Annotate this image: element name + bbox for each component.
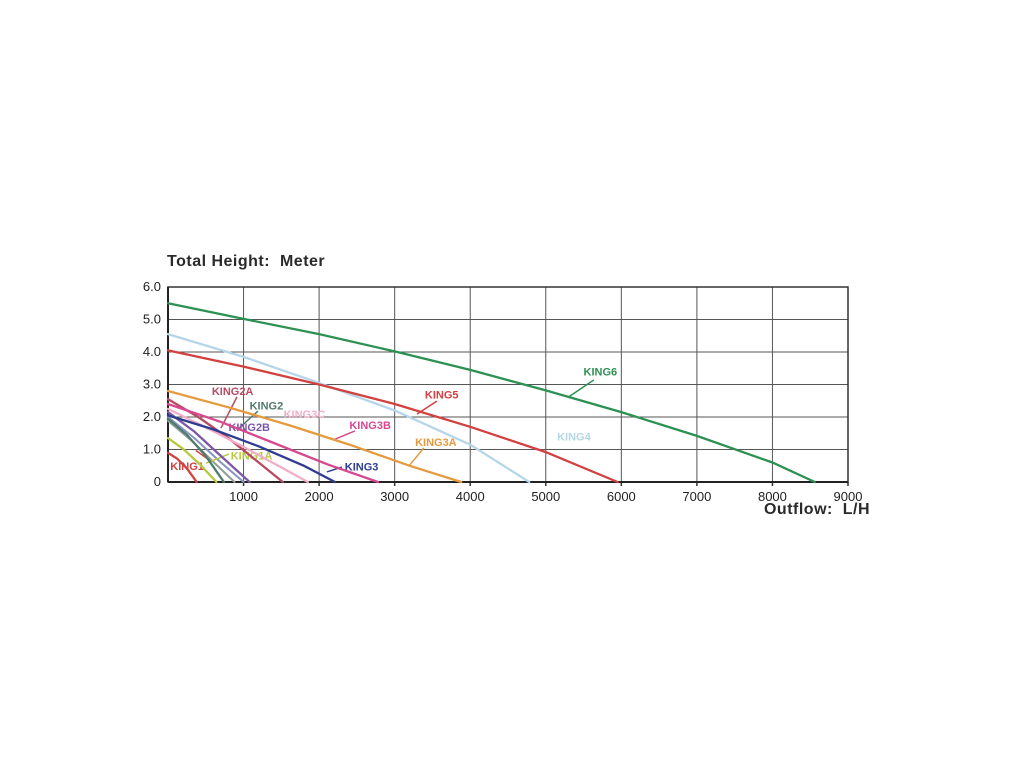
curve-king4 (166, 332, 531, 484)
curve-king5 (166, 349, 619, 484)
x-tick-label: 3000 (380, 489, 409, 504)
series-label-king4: KING4 (557, 432, 592, 444)
series-label-king2a: KING2A (212, 386, 254, 398)
series-label-king3c: KING3C (284, 409, 326, 421)
x-tick-label: 7000 (682, 489, 711, 504)
series-label-king3: KING3 (345, 461, 379, 473)
curve-king1a (166, 436, 218, 484)
curve-king1 (166, 451, 198, 484)
x-tick-label: 5000 (531, 489, 560, 504)
x-tick-label: 8000 (758, 489, 787, 504)
y-tick-label: 5.0 (143, 312, 161, 327)
y-tick-label: 4.0 (143, 344, 161, 359)
y-tick-label: 0 (154, 474, 161, 489)
curve-king3 (166, 414, 337, 484)
curve-king2 (166, 417, 226, 484)
x-tick-label: 9000 (834, 489, 863, 504)
curve-king3b (166, 402, 380, 484)
curve-unlabeled (167, 416, 245, 483)
chart-title: Total Height: Meter (167, 253, 326, 270)
series-label-king2: KING2 (250, 401, 284, 413)
series-label-king1: KING1 (170, 461, 204, 473)
series-label-king3b: KING3B (349, 420, 391, 432)
x-tick-label: 2000 (305, 489, 334, 504)
curve-king6 (166, 302, 816, 484)
y-tick-label: 6.0 (143, 279, 161, 294)
series-label-king6: KING6 (584, 367, 618, 379)
leader-king5 (416, 400, 438, 415)
series-label-king3a: KING3A (415, 437, 457, 449)
y-tick-label: 1.0 (143, 442, 161, 457)
curve-king2b (166, 410, 251, 484)
leader-king3b (332, 430, 356, 441)
curve-king3a (166, 389, 463, 484)
x-tick-label: 1000 (229, 489, 258, 504)
y-tick-label: 3.0 (143, 377, 161, 392)
x-tick-label: 4000 (456, 489, 485, 504)
leader-king6 (568, 379, 595, 398)
x-axis-title: Outflow: L/H (763, 501, 870, 518)
series-label-king2b: KING2B (228, 422, 270, 434)
x-tick-label: 6000 (607, 489, 636, 504)
y-tick-label: 2.0 (143, 409, 161, 424)
leader-king3a (408, 447, 425, 467)
series-label-king5: KING5 (425, 390, 459, 402)
curve-king3c (166, 407, 309, 484)
